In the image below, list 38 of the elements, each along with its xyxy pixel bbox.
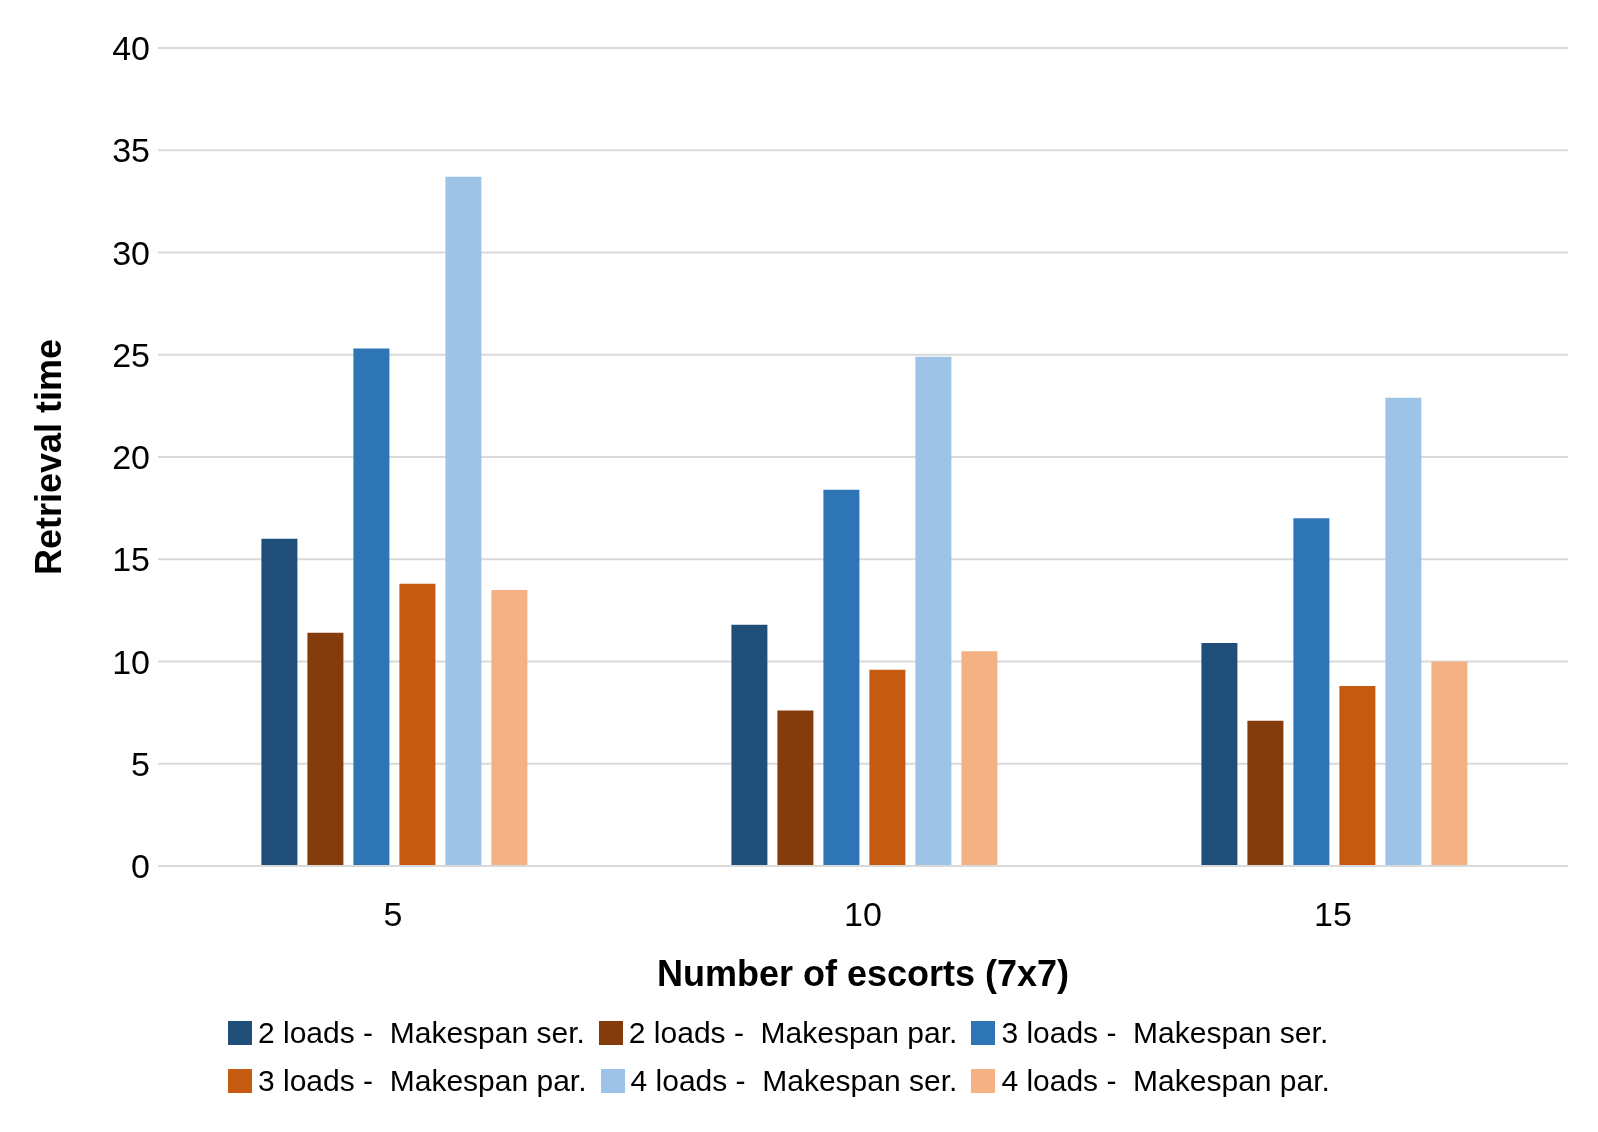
y-tick-label: 40 [112,29,150,68]
y-tick-label: 25 [112,335,150,374]
bar [869,669,906,866]
legend-label: 3 loads - Makespan par. [257,1064,587,1098]
y-tick-label: 30 [112,233,150,272]
bar [1385,397,1422,866]
bar [353,348,390,866]
y-tick-label: 5 [131,744,150,783]
bar [1247,720,1284,866]
bar [1201,643,1238,866]
legend-label: 4 loads - Makespan ser. [629,1064,958,1098]
bar [1293,518,1330,866]
bar [445,176,482,866]
x-tick-label: 5 [383,895,403,934]
x-tick-label: 10 [844,895,882,934]
y-tick-label: 10 [112,642,150,681]
legend-label: 3 loads - Makespan ser. [1000,1016,1329,1050]
legend-label: 4 loads - Makespan par. [1000,1064,1330,1098]
x-tick-label: 15 [1314,895,1352,934]
y-tick-label: 35 [112,131,150,170]
y-tick-label: 0 [131,847,150,886]
bar [1339,686,1376,866]
bar [915,356,952,866]
y-tick-label: 15 [112,540,150,579]
legend-label: 2 loads - Makespan par. [627,1016,958,1050]
bar [399,583,436,866]
bar [731,624,768,866]
bar [777,710,814,866]
bar [261,538,298,866]
bar [307,632,344,866]
y-tick-label: 20 [112,438,150,477]
y-axis-title: Retrieval time [27,338,69,576]
bar [961,651,998,866]
bar [491,589,528,866]
x-axis-title: Number of escorts (7x7) [656,953,1070,994]
bar [1431,661,1468,866]
legend-label: 2 loads - Makespan ser. [257,1016,585,1050]
bar [823,489,860,866]
